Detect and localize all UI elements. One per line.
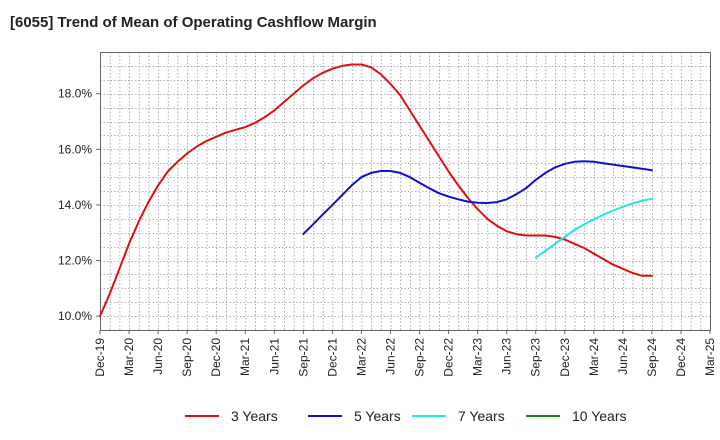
x-tick-label: Dec-19 bbox=[93, 338, 107, 377]
x-tick-label: Jun-23 bbox=[500, 338, 514, 375]
plot-frame bbox=[100, 52, 711, 331]
x-tick-label: Mar-20 bbox=[122, 338, 136, 376]
legend-label: 7 Years bbox=[458, 408, 505, 424]
chart-title: [6055] Trend of Mean of Operating Cashfl… bbox=[10, 14, 377, 31]
legend-label: 5 Years bbox=[354, 408, 401, 424]
x-tick-label: Mar-22 bbox=[354, 338, 368, 376]
y-tick-label: 12.0% bbox=[58, 254, 92, 268]
legend-swatch bbox=[526, 415, 560, 417]
x-tick-label: Mar-23 bbox=[471, 338, 485, 376]
series-line-7-years bbox=[534, 197, 653, 259]
x-tick-label: Dec-20 bbox=[209, 338, 223, 377]
y-tick-label: 18.0% bbox=[58, 87, 92, 101]
grid bbox=[100, 52, 711, 330]
legend-item-5-years: 5 Years bbox=[308, 405, 401, 427]
x-tick-label: Mar-24 bbox=[587, 338, 601, 376]
x-tick-label: Mar-21 bbox=[238, 338, 252, 376]
x-tick-label: Dec-23 bbox=[558, 338, 572, 377]
legend-swatch bbox=[412, 415, 446, 417]
legend-item-7-years: 7 Years bbox=[412, 405, 505, 427]
legend-swatch bbox=[308, 415, 342, 417]
x-tick-label: Dec-21 bbox=[325, 338, 339, 377]
series-line-5-years bbox=[302, 160, 653, 236]
x-tick-labels: Dec-19 Mar-20 Jun-20 Sep-20 Dec-20 Mar-21 Jun-… bbox=[93, 330, 717, 377]
series-line-3-years bbox=[99, 63, 653, 318]
y-tick-label: 10.0% bbox=[58, 309, 92, 323]
x-tick-label: Jun-20 bbox=[151, 338, 165, 375]
x-tick-label: Dec-22 bbox=[442, 338, 456, 377]
x-tick-label: Sep-24 bbox=[645, 338, 659, 377]
y-tick-label: 16.0% bbox=[58, 142, 92, 156]
x-tick-label: Jun-24 bbox=[616, 338, 630, 375]
legend-label: 10 Years bbox=[572, 408, 627, 424]
legend-swatch bbox=[185, 415, 219, 417]
x-tick-label: Jun-21 bbox=[267, 338, 281, 375]
x-tick-label: Sep-20 bbox=[180, 338, 194, 377]
plot-border bbox=[100, 52, 711, 331]
y-tick-labels: 10.0% 12.0% 14.0% 16.0% 18.0% bbox=[58, 87, 100, 323]
y-tick-label: 14.0% bbox=[58, 198, 92, 212]
legend: 3 Years 5 Years 7 Years 10 Years bbox=[0, 405, 720, 427]
x-tick-label: Sep-21 bbox=[296, 338, 310, 377]
x-tick-label: Sep-23 bbox=[529, 338, 543, 377]
x-tick-label: Mar-25 bbox=[703, 338, 717, 376]
x-tick-label: Jun-22 bbox=[383, 338, 397, 375]
legend-item-10-years: 10 Years bbox=[526, 405, 627, 427]
legend-label: 3 Years bbox=[231, 408, 278, 424]
x-tick-label: Sep-22 bbox=[413, 338, 427, 377]
legend-item-3-years: 3 Years bbox=[185, 405, 278, 427]
series-lines bbox=[99, 63, 653, 318]
x-tick-label: Dec-24 bbox=[674, 338, 688, 377]
